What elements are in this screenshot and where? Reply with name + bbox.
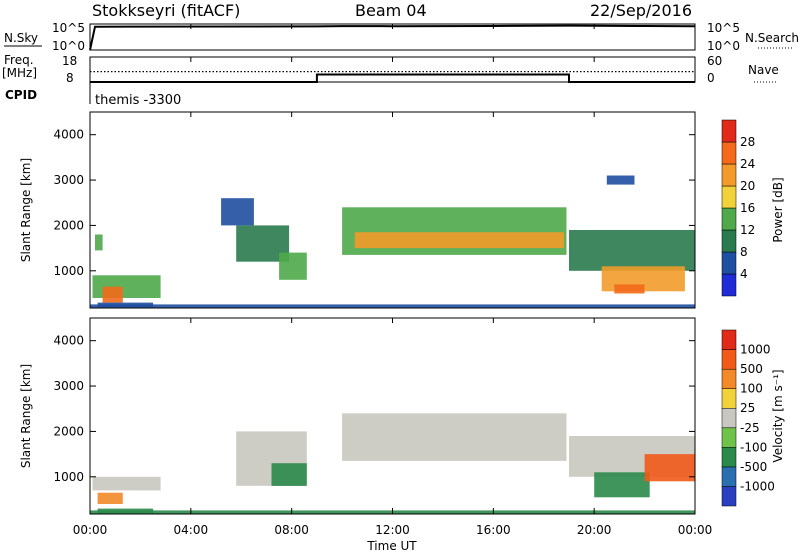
power-colorbar-swatch-4: [721, 185, 737, 209]
nsky-right-tick-bottom: 10^0: [707, 39, 740, 53]
freq-label-line1: Freq.: [4, 53, 34, 67]
velocity-colorbar-label: Velocity [m s⁻¹]: [771, 369, 785, 462]
freq-right-tick-top: 60: [707, 54, 722, 68]
velocity-colorbar-tick-5: -100: [740, 440, 767, 454]
velocity-colorbar: 1000 500 100 25 -25 -100 -500 -1000: [721, 329, 775, 507]
power-ytick-label-1: 3000: [53, 173, 84, 187]
xtick-label-3: 12:00: [375, 523, 410, 537]
velocity-colorbar-tick-7: -1000: [740, 479, 775, 493]
power-y-ticks: 4000 3000 2000 1000: [53, 128, 695, 278]
velocity-colorbar-swatch-5: [721, 388, 737, 409]
velocity-colorbar-swatch-6: [721, 368, 737, 389]
freq-right-tick-bottom: 0: [707, 71, 715, 85]
velocity-colorbar-swatch-1: [721, 466, 737, 487]
nsky-left-tick-bottom: 10^0: [52, 39, 85, 53]
power-cell-5: [279, 252, 307, 280]
beam-title: Beam 04: [355, 1, 427, 20]
velocity-colorbar-tick-4: -25: [740, 421, 760, 435]
power-ytick-label-2: 2000: [53, 218, 84, 232]
cpid-label: CPID: [5, 88, 37, 102]
velocity-cell-5: [342, 413, 567, 461]
power-panel: 4000 3000 2000 1000 Slant Range [km] 28 24 20…: [19, 111, 785, 309]
power-cell-13: [90, 304, 695, 308]
power-colorbar-swatch-0: [721, 273, 737, 297]
velocity-ytick-label-3: 1000: [53, 470, 84, 484]
velocity-cell-4: [271, 463, 307, 486]
velocity-colorbar-tick-3: 25: [740, 401, 755, 415]
freq-panel: Freq. [MHz] 18 8 60 0 Nave CPID themis -…: [2, 53, 779, 108]
xtick-label-1: 04:00: [174, 523, 209, 537]
power-cell-1: [102, 286, 123, 303]
power-colorbar-tick-6: 4: [740, 267, 748, 281]
xtick-label-6: 00:00: [678, 523, 713, 537]
xtick-label-0: 00:00: [73, 523, 108, 537]
time-axis-label: Time UT: [366, 539, 417, 553]
nsky-series-line: [89, 24, 696, 51]
velocity-colorbar-swatch-0: [721, 486, 737, 507]
nsky-label: N.Sky: [4, 31, 38, 45]
velocity-colorbar-swatch-2: [721, 447, 737, 468]
velocity-colorbar-tick-2: 100: [740, 382, 763, 396]
power-colorbar-tick-2: 20: [740, 179, 755, 193]
nsky-left-tick-top: 10^5: [52, 21, 85, 35]
cpid-value: themis -3300: [95, 93, 181, 108]
freq-left-tick-bottom: 8: [66, 71, 74, 85]
date-title: 22/Sep/2016: [590, 1, 692, 20]
power-cell-8: [354, 232, 564, 249]
power-colorbar-tick-3: 16: [740, 201, 755, 215]
velocity-cell-0: [92, 476, 161, 491]
velocity-colorbar-swatch-4: [721, 407, 737, 429]
velocity-heatmap-cells: [90, 413, 695, 514]
nsky-right-tick-top: 10^5: [707, 21, 740, 35]
velocity-panel: 4000 3000 2000 1000 Slant Range [km] 1000 50…: [19, 317, 785, 515]
freq-label-line2: [MHz]: [2, 66, 37, 80]
time-axis-ticks: 00:00 04:00 08:00 12:00 16:00 20:00 00:00: [73, 24, 713, 537]
power-colorbar-swatch-5: [721, 163, 737, 187]
velocity-ylabel: Slant Range [km]: [19, 364, 33, 468]
power-colorbar-tick-5: 8: [740, 245, 748, 259]
nsearch-label: N.Search: [745, 31, 799, 45]
nave-label: Nave: [748, 63, 779, 77]
xtick-label-2: 08:00: [274, 523, 309, 537]
power-colorbar-tick-0: 28: [740, 135, 755, 149]
velocity-cell-7: [594, 472, 650, 498]
power-colorbar-tick-1: 24: [740, 157, 755, 171]
power-colorbar-label: Power [dB]: [771, 177, 785, 242]
velocity-colorbar-swatch-8: [721, 329, 737, 350]
power-colorbar-swatch-7: [721, 119, 737, 143]
velocity-ytick-label-1: 3000: [53, 379, 84, 393]
power-cell-12: [606, 175, 635, 185]
power-colorbar-swatch-2: [721, 229, 737, 253]
power-cell-3: [95, 234, 103, 251]
power-colorbar-swatch-3: [721, 207, 737, 231]
velocity-colorbar-tick-6: -500: [740, 460, 767, 474]
velocity-ytick-label-0: 4000: [53, 334, 84, 348]
freq-series-line: [90, 73, 695, 83]
power-colorbar-swatch-1: [721, 251, 737, 275]
velocity-cell-8: [644, 454, 695, 482]
power-colorbar-swatch-6: [721, 141, 737, 165]
velocity-colorbar-tick-1: 500: [740, 362, 763, 376]
power-colorbar-tick-4: 12: [740, 223, 755, 237]
power-ylabel: Slant Range [km]: [19, 158, 33, 262]
velocity-cell-1: [97, 492, 123, 504]
power-cell-11: [614, 284, 645, 294]
velocity-colorbar-swatch-3: [721, 427, 737, 448]
nsky-panel: N.Sky 10^5 10^0 10^5 10^0 N.Search: [4, 21, 799, 53]
velocity-colorbar-swatch-7: [721, 349, 737, 370]
station-title: Stokkseyri (fitACF): [92, 1, 240, 20]
velocity-ytick-label-2: 2000: [53, 424, 84, 438]
power-ytick-label-0: 4000: [53, 128, 84, 142]
velocity-colorbar-tick-0: 1000: [740, 343, 771, 357]
power-cell-6: [221, 198, 254, 226]
xtick-label-4: 16:00: [476, 523, 511, 537]
velocity-y-ticks: 4000 3000 2000 1000: [53, 334, 695, 484]
power-heatmap-cells: [90, 175, 695, 308]
power-colorbar: 28 24 20 16 12 8 4: [721, 119, 755, 297]
xtick-label-5: 20:00: [577, 523, 612, 537]
power-cell-9: [569, 230, 695, 271]
freq-left-tick-top: 18: [62, 54, 77, 68]
power-ytick-label-3: 1000: [53, 264, 84, 278]
